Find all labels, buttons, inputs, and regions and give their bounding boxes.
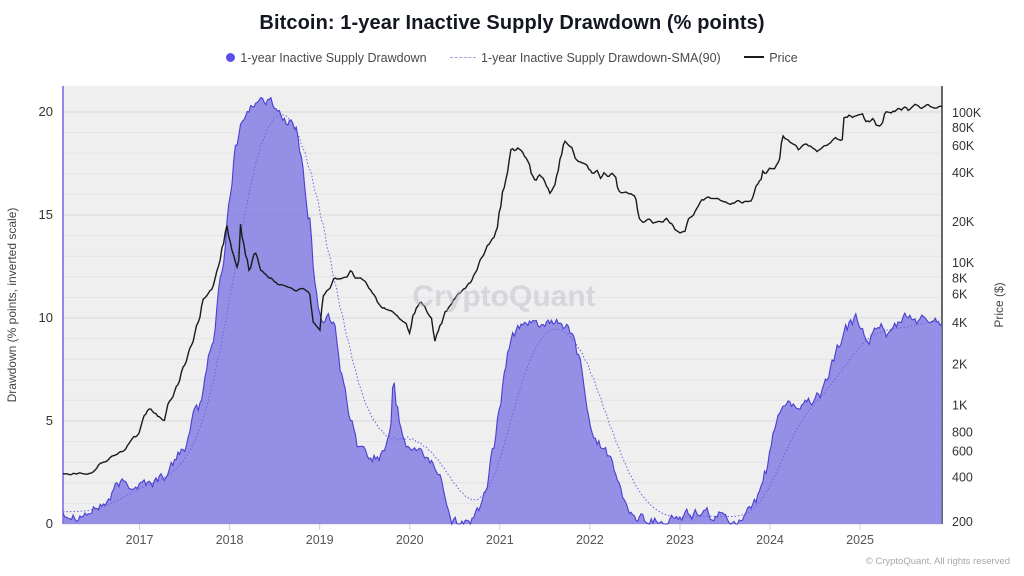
svg-text:10: 10	[39, 310, 53, 325]
svg-text:80K: 80K	[952, 121, 975, 135]
svg-text:2024: 2024	[756, 533, 784, 547]
svg-text:2K: 2K	[952, 358, 968, 372]
svg-text:600: 600	[952, 445, 973, 459]
svg-text:10K: 10K	[952, 256, 975, 270]
svg-text:8K: 8K	[952, 272, 968, 286]
svg-text:400: 400	[952, 470, 973, 484]
svg-text:2019: 2019	[306, 533, 334, 547]
svg-text:4K: 4K	[952, 316, 968, 330]
svg-text:15: 15	[39, 207, 53, 222]
svg-text:Drawdown (% points, inverted s: Drawdown (% points, inverted scale)	[5, 208, 19, 403]
svg-text:800: 800	[952, 425, 973, 439]
svg-text:60K: 60K	[952, 139, 975, 153]
svg-text:2018: 2018	[216, 533, 244, 547]
svg-text:40K: 40K	[952, 166, 975, 180]
svg-text:2022: 2022	[576, 533, 604, 547]
svg-text:20K: 20K	[952, 215, 975, 229]
svg-text:Price ($): Price ($)	[992, 282, 1006, 327]
svg-text:2017: 2017	[126, 533, 154, 547]
svg-text:1K: 1K	[952, 399, 968, 413]
svg-text:20: 20	[39, 104, 53, 119]
svg-text:2023: 2023	[666, 533, 694, 547]
svg-text:2025: 2025	[846, 533, 874, 547]
svg-text:200: 200	[952, 515, 973, 529]
svg-text:6K: 6K	[952, 287, 968, 301]
svg-text:5: 5	[46, 413, 53, 428]
svg-text:2021: 2021	[486, 533, 514, 547]
svg-text:2020: 2020	[396, 533, 424, 547]
svg-text:0: 0	[46, 516, 53, 531]
svg-text:100K: 100K	[952, 106, 982, 120]
